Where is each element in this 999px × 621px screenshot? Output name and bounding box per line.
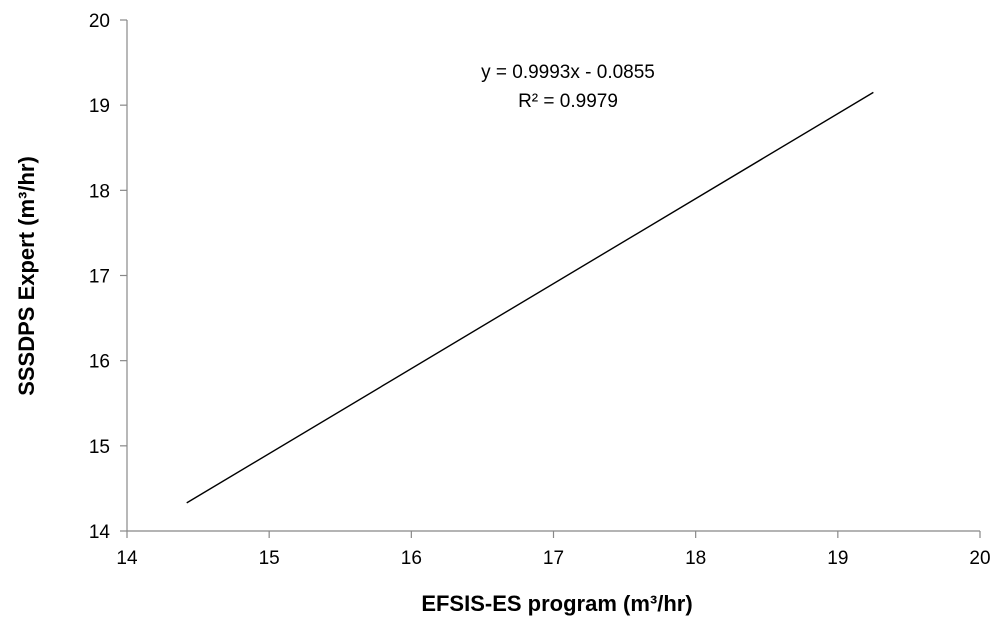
x-tick-label: 15 bbox=[259, 548, 280, 569]
y-tick-label: 16 bbox=[89, 352, 110, 373]
trend-line bbox=[186, 91, 874, 504]
y-tick-label: 18 bbox=[89, 181, 110, 202]
x-tick-label: 19 bbox=[827, 548, 848, 569]
x-tick-label: 17 bbox=[543, 548, 564, 569]
y-axis-title: SSSDPS Expert (m³/hr) bbox=[14, 156, 39, 396]
x-ticks: 14 15 16 17 18 19 20 bbox=[116, 531, 991, 569]
y-ticks: 14 15 16 17 18 19 20 bbox=[89, 11, 127, 543]
y-tick-label: 14 bbox=[89, 522, 111, 543]
x-tick-label: 16 bbox=[401, 548, 422, 569]
x-tick-label: 20 bbox=[969, 548, 990, 569]
r-squared-label: R² = 0.9979 bbox=[518, 91, 618, 112]
x-tick-label: 18 bbox=[685, 548, 706, 569]
equation-label: y = 0.9993x - 0.0855 bbox=[481, 62, 655, 83]
x-axis-title: EFSIS-ES program (m³/hr) bbox=[421, 591, 692, 616]
y-tick-label: 17 bbox=[89, 267, 110, 288]
y-tick-label: 19 bbox=[89, 96, 110, 117]
x-tick-label: 14 bbox=[116, 548, 138, 569]
series-layer bbox=[186, 91, 874, 504]
y-tick-label: 20 bbox=[89, 11, 110, 32]
y-tick-label: 15 bbox=[89, 437, 110, 458]
